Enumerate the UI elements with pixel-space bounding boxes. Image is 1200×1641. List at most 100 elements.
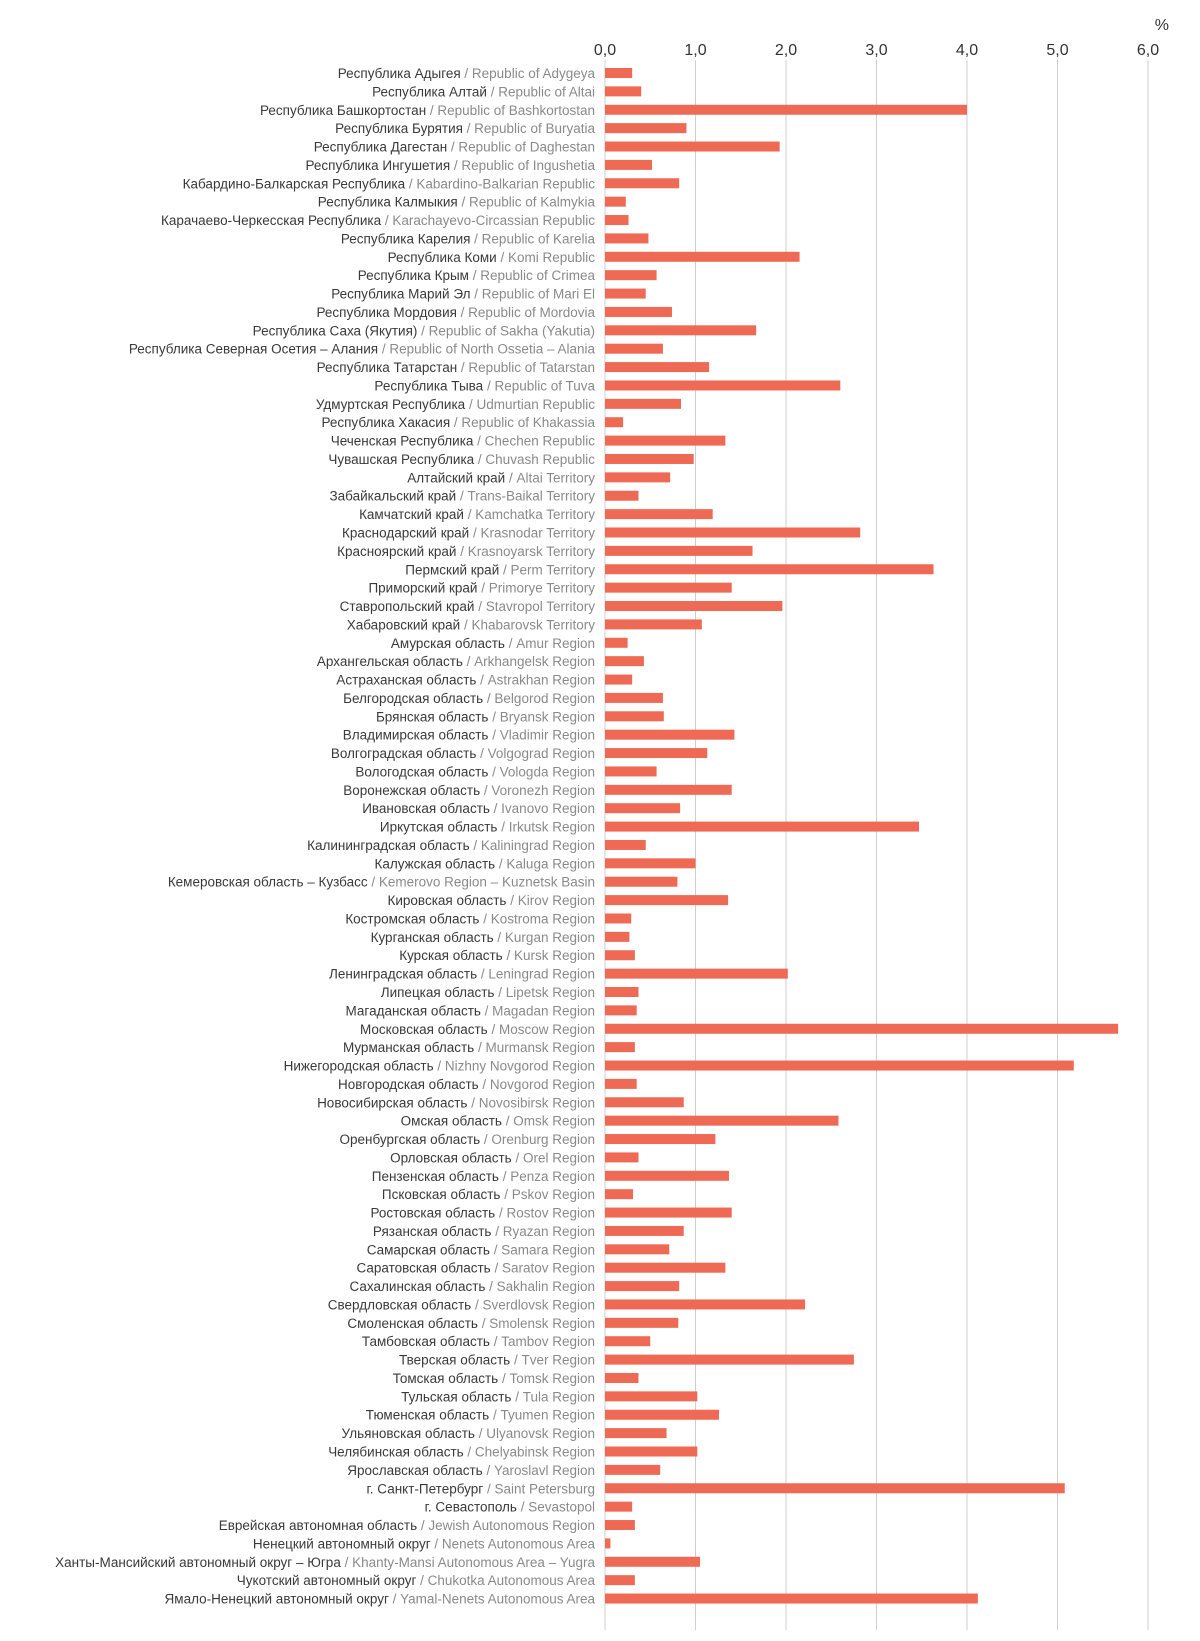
bar [605,178,680,189]
bar [605,1042,635,1053]
bar [605,582,732,593]
category-label: Астраханская область / Astrakhan Region [336,673,595,688]
category-label: Сахалинская область / Sakhalin Region [350,1279,595,1294]
category-label: Республика Мордовия / Republic of Mordov… [317,305,596,320]
bar [605,1078,637,1089]
bar [605,1023,1119,1034]
category-label: Псковская область / Pskov Region [382,1187,595,1202]
bar [605,784,732,795]
bar [605,490,639,501]
category-label: Рязанская область / Ryazan Region [373,1224,595,1239]
bar [605,1317,679,1328]
x-tick-label: 3,0 [865,42,887,59]
bar [605,251,800,262]
bar [605,1225,684,1236]
category-label: Ульяновская область / Ulyanovsk Region [342,1426,595,1441]
x-axis-ticks: 0,0 1,0 2,0 3,0 4,0 5,0 6,0 [594,42,1159,59]
bar [605,362,710,373]
category-label: Республика Башкортостан / Republic of Ba… [260,103,595,118]
bar [605,876,678,887]
bar [605,637,628,648]
category-label: Московская область / Moscow Region [360,1022,595,1037]
category-label: Воронежская область / Voronezh Region [343,783,595,798]
category-label: Волгоградская область / Volgograd Region [331,746,595,761]
bar [605,453,694,464]
bar [605,1372,639,1383]
bar [605,1409,720,1420]
bar [605,306,672,317]
category-label: Иркутская область / Irkutsk Region [380,820,595,835]
bar [605,1189,634,1200]
unit-label: % [1155,17,1169,34]
bar [605,1446,698,1457]
category-label: Брянская область / Bryansk Region [376,709,595,724]
category-label: Приморский край / Primorye Territory [368,581,595,596]
bar [605,196,626,207]
category-label: Тульская область / Tula Region [401,1389,595,1404]
category-labels: Республика Адыгея / Republic of Adygeya Р… [55,66,595,1607]
category-label: Ханты-Мансийский автономный округ – Югра… [55,1555,595,1570]
bar [605,380,841,391]
bar [605,748,708,759]
category-label: Республика Алтай / Republic of Altai [372,84,595,99]
category-label: Магаданская область / Magadan Region [346,1003,595,1018]
bar [605,1207,732,1218]
category-label: Республика Ингушетия / Republic of Ingus… [306,158,596,173]
category-label: Алтайский край / Altai Territory [407,470,595,485]
bar [605,1262,726,1273]
x-tick-label: 0,0 [594,42,616,59]
bar [605,398,682,409]
category-label: Томская область / Tomsk Region [393,1371,595,1386]
category-label: Саратовская область / Saratov Region [356,1261,595,1276]
bar [605,1336,651,1347]
category-label: Новгородская область / Novgorod Region [338,1077,595,1092]
category-label: Кабардино-Балкарская Республика / Kabard… [183,176,596,191]
bar [605,1005,637,1016]
bar [605,1501,633,1512]
bar [605,1391,698,1402]
category-label: Республика Коми / Komi Republic [388,250,596,265]
category-label: Орловская область / Orel Region [390,1150,595,1165]
category-label: Вологодская область / Vologda Region [355,764,595,779]
bar [605,233,649,244]
category-label: Республика Татарстан / Republic of Tatar… [317,360,595,375]
category-label: Камчатский край / Kamchatka Territory [359,507,595,522]
bar [605,1152,639,1163]
bar [605,1354,854,1365]
category-label: Республика Марий Эл / Republic of Mari E… [331,287,595,302]
bar [605,913,632,924]
bar [605,288,646,299]
category-label: Республика Северная Осетия – Алания / Re… [129,342,596,357]
bar [605,104,967,115]
category-label: Архангельская область / Arkhangelsk Regi… [317,654,595,669]
category-label: Тверская область / Tver Region [399,1353,595,1368]
category-label: Республика Адыгея / Republic of Adygeya [338,66,596,81]
category-label: Карачаево-Черкесская Республика / Karach… [161,213,595,228]
bar [605,692,663,703]
bar [605,950,635,961]
bar [605,858,696,869]
bar [605,1115,839,1126]
bar [605,711,664,722]
category-label: Чеченская Республика / Chechen Republic [331,434,596,449]
bar [605,1097,684,1108]
bar [605,325,757,336]
bar [605,68,633,78]
x-tick-label: 2,0 [775,42,797,59]
category-label: Владимирская область / Vladimir Region [343,728,595,743]
bar [605,1538,611,1549]
category-label: Чувашская Республика / Chuvash Republic [328,452,595,467]
bar [605,435,726,446]
category-label: г. Севастополь / Sevastopol [425,1500,595,1515]
bar [605,766,657,777]
category-label: Чукотский автономный округ / Chukotka Au… [237,1573,596,1588]
bar [605,1281,680,1292]
bar [605,141,780,152]
bar [605,1060,1074,1071]
bar [605,564,934,575]
bar [605,159,653,170]
category-label: Ямало-Ненецкий автономный округ / Yamal-… [165,1592,596,1607]
category-label: Пермский край / Perm Territory [405,562,595,577]
category-label: Республика Дагестан / Republic of Daghes… [314,140,595,155]
category-label: Кемеровская область – Кузбасс / Kemerovo… [168,875,595,890]
